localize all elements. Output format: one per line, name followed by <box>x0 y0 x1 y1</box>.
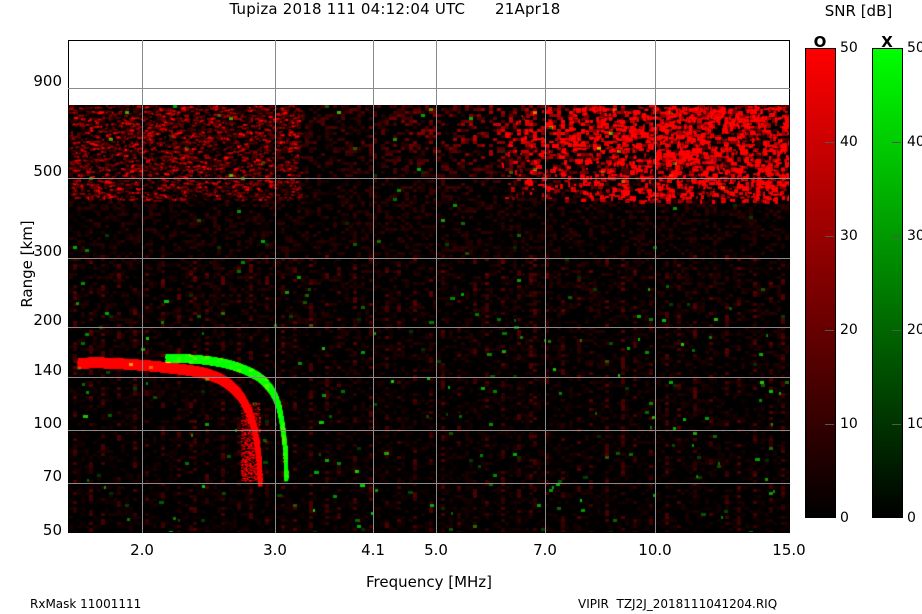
vipir-filename-label: VIPIR TZJ2J_2018111041204.RIQ <box>578 597 778 611</box>
colorbar-o-tick-30: 30 <box>840 228 858 244</box>
x-tick-15.0: 15.0 <box>772 541 806 559</box>
colorbar-title: SNR [dB] <box>824 2 893 20</box>
rxmask-label: RxMask 11001111 <box>30 597 142 611</box>
x-tick-10.0: 10.0 <box>638 541 672 559</box>
colorbar-o-tick-0: 0 <box>840 510 849 526</box>
y-tick-300: 300 <box>33 242 62 260</box>
ionogram-data-area <box>69 105 789 532</box>
y-tick-50: 50 <box>42 521 62 539</box>
colorbar-o-label: O <box>813 33 827 51</box>
colorbar-o-tick-20: 20 <box>840 322 858 338</box>
colorbar-o-dash <box>825 330 834 331</box>
colorbar-x-tick-10: 10 <box>907 416 922 432</box>
colorbar-o-dash <box>825 424 834 425</box>
x-axis-title: Frequency [MHz] <box>365 573 493 591</box>
colorbar-o-gradient <box>805 48 836 518</box>
x-tick-5.0: 5.0 <box>424 541 448 559</box>
colorbar-x-tick-20: 20 <box>907 322 922 338</box>
colorbar-x-dash <box>892 236 901 237</box>
colorbar-o-dash <box>825 236 834 237</box>
x-tick-4.1: 4.1 <box>361 541 385 559</box>
colorbar-x-tick-40: 40 <box>907 134 922 150</box>
colorbar-o-tick-40: 40 <box>840 134 858 150</box>
colorbar-o-tick-50: 50 <box>840 40 858 56</box>
x-tick-2.0: 2.0 <box>130 541 154 559</box>
colorbar-x-tick-0: 0 <box>907 510 916 526</box>
y-tick-500: 500 <box>33 162 62 180</box>
y-tick-100: 100 <box>33 414 62 432</box>
colorbar-x-dash <box>892 142 901 143</box>
colorbar-x-dash <box>892 330 901 331</box>
x-tick-3.0: 3.0 <box>263 541 287 559</box>
y-tick-200: 200 <box>33 311 62 329</box>
colorbar-x-tick-50: 50 <box>907 40 922 56</box>
page-title: Tupiza 2018 111 04:12:04 UTC 21Apr18 <box>229 0 561 18</box>
y-axis-title: Range [km] <box>18 220 36 308</box>
colorbar-o-tick-10: 10 <box>840 416 858 432</box>
x-tick-7.0: 7.0 <box>533 541 557 559</box>
colorbar-x-tick-30: 30 <box>907 228 922 244</box>
colorbar-x-dash <box>892 424 901 425</box>
colorbar-x-label: X <box>881 33 893 51</box>
y-tick-140: 140 <box>33 361 62 379</box>
y-tick-70: 70 <box>42 467 62 485</box>
colorbar-x-gradient <box>872 48 903 518</box>
y-tick-900: 900 <box>33 72 62 90</box>
colorbar-o-dash <box>825 142 834 143</box>
y-axis-tick-labels: 900 500 300 200 140 100 70 50 <box>8 0 62 614</box>
